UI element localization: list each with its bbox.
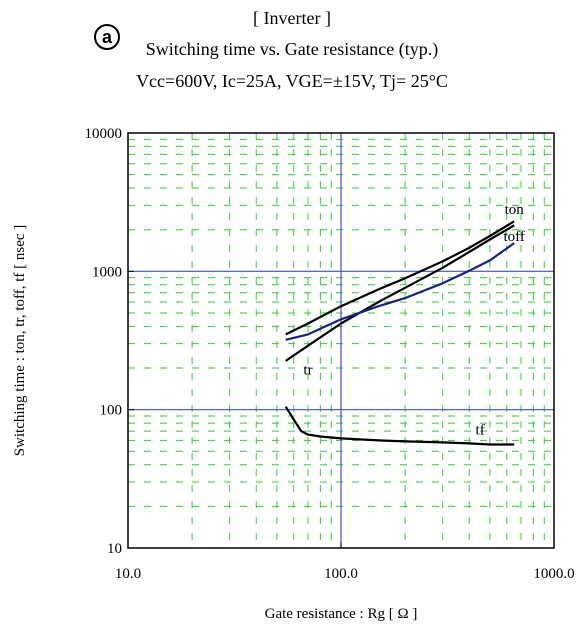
series-layer xyxy=(284,220,515,446)
y-tick-label: 10 xyxy=(107,541,122,557)
x-axis-title: Gate resistance : Rg [ Ω ] xyxy=(265,606,418,622)
chart-conditions: Vcc=600V, Ic=25A, VGE=±15V, Tj= 25°C xyxy=(136,71,448,91)
marker-circle xyxy=(94,24,120,50)
x-tick-label: 100.0 xyxy=(324,566,358,582)
y-tick-label: 1000 xyxy=(92,264,122,280)
y-tick-label: 10000 xyxy=(85,126,123,142)
circled-letter-marker: a xyxy=(94,24,120,50)
chart-subtitle: Switching time vs. Gate resistance (typ.… xyxy=(145,39,439,59)
marker-letter: a xyxy=(102,27,113,47)
x-tick-label: 1000.0 xyxy=(533,566,574,582)
series-line-tf xyxy=(284,406,515,446)
grid-layer xyxy=(127,132,555,549)
chart-title: [ Inverter ] xyxy=(253,8,331,28)
curve-label-toff: toff xyxy=(503,229,524,245)
series-line-toff xyxy=(285,242,515,341)
curve-label-tr: tr xyxy=(303,362,312,378)
series-line-tr xyxy=(285,224,515,362)
series-line-ton xyxy=(285,220,515,336)
tick-layer: 10.0 100.0 1000.0 10 100 1000 10000 xyxy=(85,126,575,582)
label-layer: ton tr toff tf xyxy=(303,202,524,439)
curve-label-tf: tf xyxy=(476,423,485,439)
y-axis-title: Switching time : ton, tr, toff, tf [ nse… xyxy=(12,225,28,457)
y-tick-label: 100 xyxy=(100,403,123,419)
x-tick-label: 10.0 xyxy=(115,566,141,582)
curve-label-ton: ton xyxy=(505,202,525,218)
